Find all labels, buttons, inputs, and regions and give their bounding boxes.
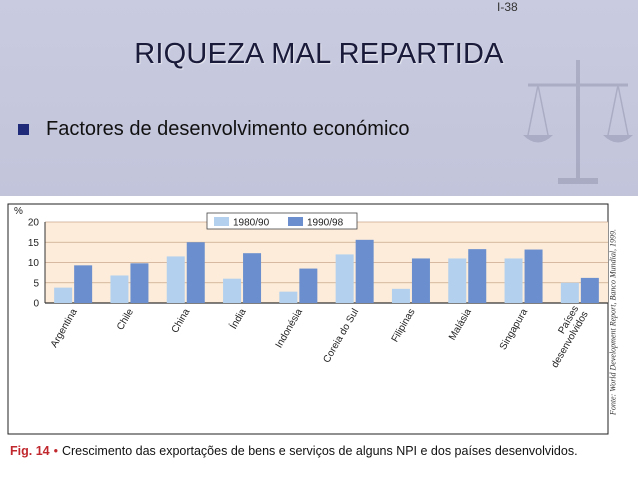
x-tick-label: Filipinas [390, 307, 418, 344]
chart-frame [7, 203, 609, 435]
bar-1980-90-9 [560, 282, 579, 303]
bar-1980-90-5 [335, 254, 354, 303]
bars [54, 239, 599, 303]
x-axis-labels: Argentina Chile China Índia Indonésia Coreia … [49, 304, 591, 370]
slide-title: RIQUEZA MAL REPARTIDA [134, 38, 504, 70]
bar-1990-98-1 [130, 263, 149, 303]
caption-bullet-icon: • [53, 444, 58, 458]
balance-scale-icon [523, 60, 633, 184]
legend: 1980/90 1990/98 [206, 212, 358, 230]
x-tick-label: Argentina [49, 307, 80, 350]
legend-box [206, 212, 358, 230]
y-tick-label: 20 [28, 218, 40, 229]
bar-1990-98-4 [299, 268, 318, 303]
bullet-text: Factores de desenvolvimento económico [46, 118, 410, 140]
legend-swatch [288, 217, 303, 226]
x-tick-label: China [170, 307, 193, 336]
y-tick-label: 0 [33, 299, 39, 310]
y-axis-label: % [14, 206, 23, 217]
y-tick-label: 5 [33, 278, 39, 289]
bar-1980-90-6 [391, 288, 410, 303]
y-axis-ticks: 0 5 10 15 20 [28, 218, 40, 310]
bar-1980-90-0 [54, 287, 73, 303]
bullet-item: Factores de desenvolvimento económico [18, 118, 410, 141]
x-tick-label: Paísesdesenvolvidos [540, 304, 591, 370]
legend-label: 1990/98 [307, 218, 344, 229]
bar-1980-90-1 [110, 275, 129, 303]
x-tick-label: Indonésia [274, 307, 305, 350]
bar-1980-90-7 [448, 258, 467, 303]
bar-1980-90-2 [166, 256, 185, 303]
bar-1990-98-6 [411, 258, 430, 303]
x-tick-label: Índia [227, 306, 249, 332]
x-tick-label: Chile [115, 307, 136, 333]
bar-1990-98-3 [243, 253, 262, 303]
bar-1990-98-7 [468, 249, 487, 303]
square-bullet-icon [18, 124, 29, 135]
caption-label: Fig. 14 [10, 444, 50, 458]
y-tick-label: 10 [28, 258, 40, 269]
figure-caption: Fig. 14 • Crescimento das exportações de b… [10, 444, 578, 458]
legend-label: 1980/90 [233, 218, 270, 229]
caption-text: Crescimento das exportações de bens e se… [61, 444, 578, 458]
legend-swatch [214, 217, 229, 226]
y-tick-label: 15 [28, 238, 40, 249]
bar-1980-90-3 [223, 278, 242, 303]
bar-1990-98-0 [74, 265, 93, 303]
bar-1990-98-5 [355, 239, 374, 303]
x-tick-label: Malásia [447, 307, 474, 343]
bar-1980-90-4 [279, 291, 298, 303]
source-text: Fonte: World Development Report, Banco M… [608, 228, 618, 416]
bar-1990-98-8 [524, 249, 543, 303]
slide-number: I-38 [497, 0, 518, 14]
bar-1990-98-2 [186, 242, 205, 303]
bar-1990-98-9 [580, 277, 599, 303]
x-tick-label: Coreia do Sul [321, 307, 361, 365]
x-tick-label: Singapura [498, 307, 531, 352]
bar-1980-90-8 [504, 258, 523, 303]
